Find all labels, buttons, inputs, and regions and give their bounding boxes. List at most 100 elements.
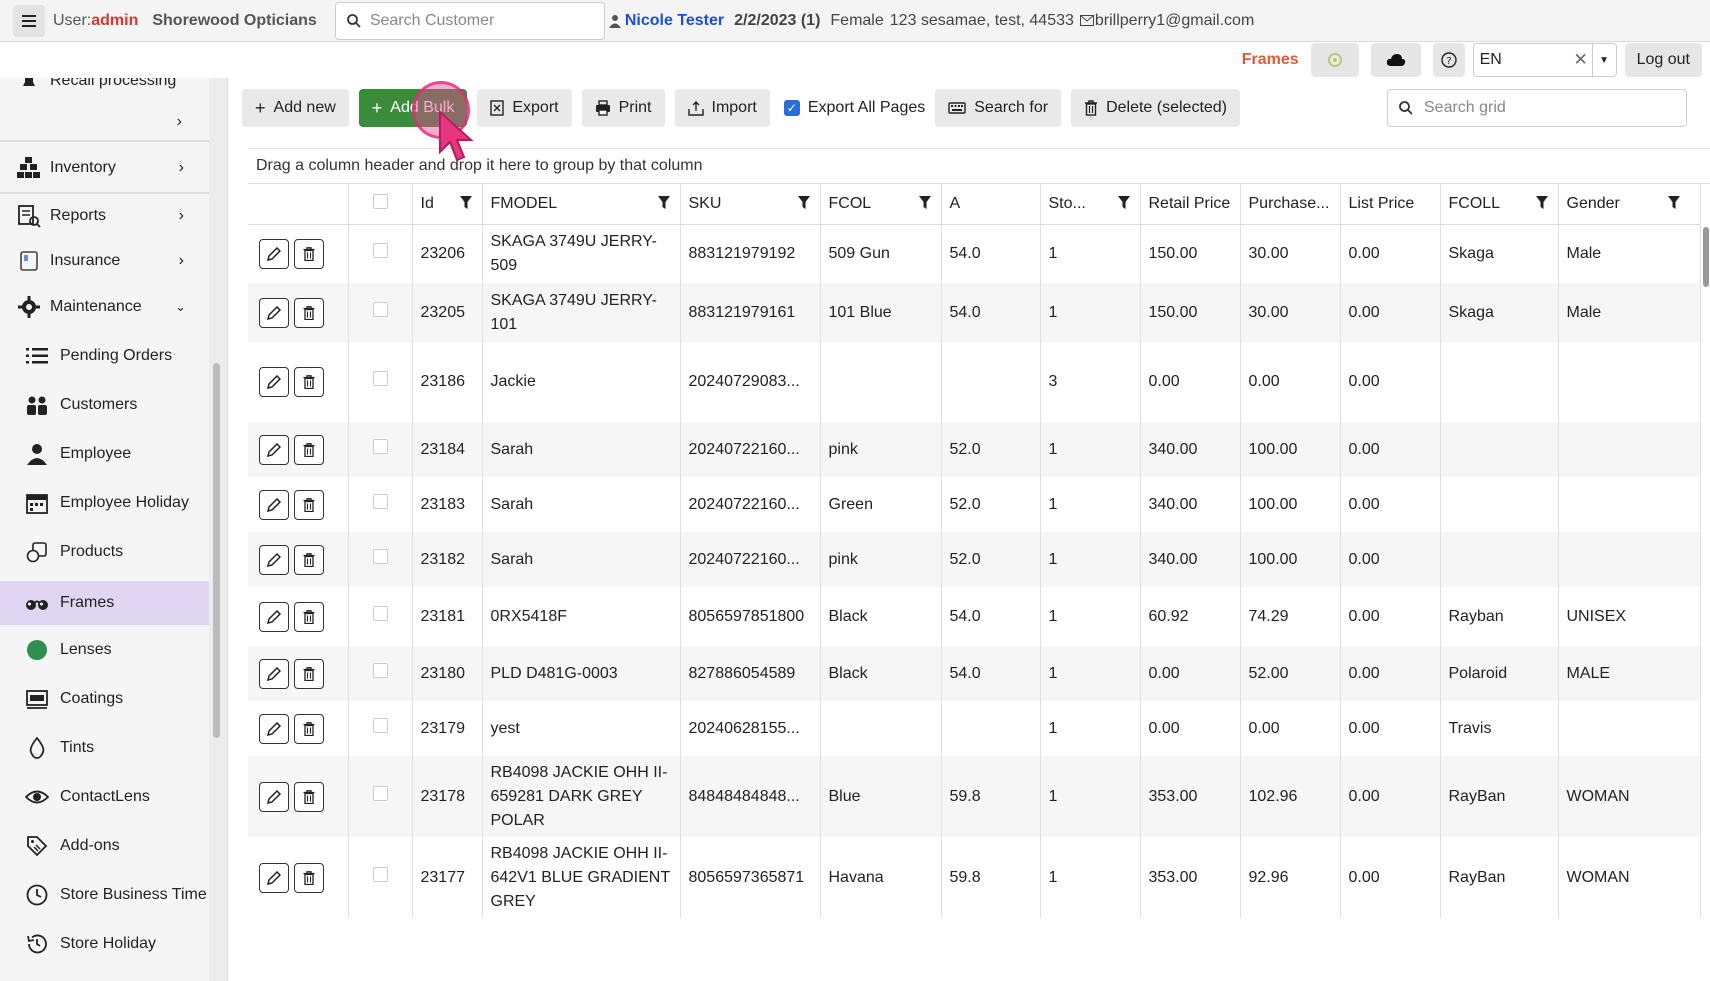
row-checkbox[interactable] [372, 605, 388, 621]
sidebar-item-inventory[interactable]: Inventory › [0, 146, 210, 190]
row-select[interactable] [348, 756, 413, 837]
edit-button[interactable] [259, 601, 289, 632]
edit-button[interactable] [259, 238, 289, 269]
sidebar-item-products[interactable]: Products [0, 530, 210, 574]
delete-selected-button[interactable]: Delete (selected) [1071, 89, 1241, 127]
edit-button[interactable] [259, 434, 289, 465]
row-select[interactable] [348, 701, 413, 756]
sidebar-item-pending-orders[interactable]: Pending Orders [0, 334, 210, 378]
edit-button[interactable] [259, 297, 289, 328]
delete-button[interactable] [294, 781, 324, 812]
row-checkbox[interactable] [372, 866, 388, 882]
filter-icon[interactable] [657, 196, 670, 215]
filter-icon[interactable] [918, 196, 931, 215]
search-for-button[interactable]: Search for [935, 89, 1062, 127]
export-all-pages-checkbox[interactable]: ✓ Export All Pages [783, 99, 925, 117]
table-row[interactable]: 23183 Sarah 20240722160... Green 52.0 1 340.00… [248, 477, 1701, 532]
row-checkbox[interactable] [372, 717, 388, 733]
column-header-purchase[interactable]: Purchase... [1240, 184, 1341, 225]
grid-search-input[interactable] [1424, 99, 1674, 117]
sidebar-item-customers[interactable]: Customers [0, 383, 210, 427]
row-select[interactable] [348, 837, 413, 918]
edit-button[interactable] [259, 781, 289, 812]
table-row[interactable]: 23205 SKAGA 3749U JERRY-101 883121979161 10… [248, 283, 1701, 342]
sidebar-item-tints[interactable]: Tints [0, 726, 210, 770]
table-row[interactable]: 23181 0RX5418F 8056597851800 Black 54.0 1 60.9… [248, 587, 1701, 646]
table-row[interactable]: 23182 Sarah 20240722160... pink 52.0 1 340.00 1… [248, 532, 1701, 587]
column-header-fcol[interactable]: FCOL [820, 184, 942, 225]
sidebar-item-recall-processing[interactable]: Recall processing [0, 78, 210, 94]
table-row[interactable]: 23186 Jackie 20240729083... 3 0.00 0.00 0.00 [248, 342, 1701, 422]
sidebar-item-reports[interactable]: Reports › [0, 194, 210, 238]
row-checkbox[interactable] [372, 785, 388, 801]
column-header-sku[interactable]: SKU [680, 184, 821, 225]
row-select[interactable] [348, 477, 413, 532]
grid-scrollbar[interactable] [1700, 225, 1710, 981]
sidebar-item-maintenance[interactable]: Maintenance ⌄ [0, 284, 210, 330]
column-header-fmodel[interactable]: FMODEL [482, 184, 681, 225]
edit-button[interactable] [259, 544, 289, 575]
delete-button[interactable] [294, 434, 324, 465]
table-row[interactable]: 23180 PLD D481G-0003 827886054589 Black 54.0… [248, 646, 1701, 701]
row-select[interactable] [348, 283, 413, 342]
filter-icon[interactable] [797, 196, 810, 215]
customer-search[interactable] [334, 1, 605, 40]
help-button[interactable]: ? [1432, 43, 1465, 77]
import-button[interactable]: Import [674, 89, 770, 127]
sidebar-scroll-thumb[interactable] [213, 363, 220, 738]
sidebar-item-coatings[interactable]: Coatings [0, 677, 210, 721]
delete-button[interactable] [294, 862, 324, 893]
customer-search-input[interactable] [369, 11, 590, 30]
row-checkbox[interactable] [372, 438, 388, 454]
column-header-id[interactable]: Id [412, 184, 483, 225]
row-select[interactable] [348, 532, 413, 587]
column-header-select[interactable] [348, 184, 413, 225]
export-button[interactable]: Export [477, 89, 572, 127]
delete-button[interactable] [294, 601, 324, 632]
table-row[interactable]: 23179 yest 20240628155... 1 0.00 0.00 0.00 Trav… [248, 701, 1701, 756]
delete-button[interactable] [294, 238, 324, 269]
sidebar-item-lenses[interactable]: Lenses [0, 628, 210, 672]
patient-name[interactable]: Nicole Tester [624, 11, 725, 29]
edit-button[interactable] [259, 862, 289, 893]
sidebar-item-employee[interactable]: Employee [0, 432, 210, 476]
row-select[interactable] [348, 342, 413, 422]
row-checkbox[interactable] [372, 301, 388, 317]
delete-button[interactable] [294, 658, 324, 689]
delete-button[interactable] [294, 297, 324, 328]
sidebar-item-insurance[interactable]: Insurance › [0, 239, 210, 283]
delete-button[interactable] [294, 713, 324, 744]
table-row[interactable]: 23178 RB4098 JACKIE OHH II-659281 DARK GR… [248, 756, 1701, 837]
add-new-button[interactable]: + Add new [242, 89, 349, 127]
row-select[interactable] [348, 587, 413, 646]
sidebar-item-contactlens[interactable]: ContactLens [0, 775, 210, 819]
table-row[interactable]: 23206 SKAGA 3749U JERRY-509 883121979192 50… [248, 224, 1701, 283]
cloud-button[interactable] [1370, 43, 1421, 77]
row-select[interactable] [348, 646, 413, 701]
filter-icon[interactable] [1667, 196, 1680, 215]
sidebar-item-store-holiday[interactable]: Store Holiday [0, 922, 210, 966]
column-header-a[interactable]: A [941, 184, 1041, 225]
table-row[interactable]: 23184 Sarah 20240722160... pink 52.0 1 340.00 1… [248, 422, 1701, 477]
clear-icon[interactable]: ✕ [1573, 50, 1588, 69]
group-panel[interactable]: Drag a column header and drop it here to… [248, 148, 1710, 182]
checkbox-checked-icon[interactable]: ✓ [783, 100, 800, 116]
print-button[interactable]: Print [581, 89, 665, 127]
column-header-retail-price[interactable]: Retail Price [1140, 184, 1241, 225]
language-select[interactable]: EN ✕ ▼ [1472, 43, 1617, 77]
delete-button[interactable] [294, 544, 324, 575]
row-checkbox[interactable] [372, 242, 388, 258]
logout-button[interactable]: Log out [1624, 43, 1702, 77]
sidebar-item-frames[interactable]: Frames [0, 581, 210, 625]
edit-button[interactable] [259, 713, 289, 744]
grid-search[interactable] [1387, 89, 1687, 127]
sidebar-item-employee-holiday[interactable]: Employee Holiday [0, 481, 210, 525]
grid-scroll-thumb[interactable] [1703, 227, 1709, 287]
row-checkbox[interactable] [372, 548, 388, 564]
column-header-stock[interactable]: Sto... [1040, 184, 1141, 225]
sidebar-item-add-ons[interactable]: Add-ons [0, 824, 210, 868]
filter-icon[interactable] [1117, 196, 1130, 215]
menu-toggle-button[interactable] [13, 4, 45, 37]
table-row[interactable]: 23177 RB4098 JACKIE OHH II-642V1 BLUE GRA… [248, 837, 1701, 918]
sidebar-scrollbar[interactable] [209, 78, 227, 981]
